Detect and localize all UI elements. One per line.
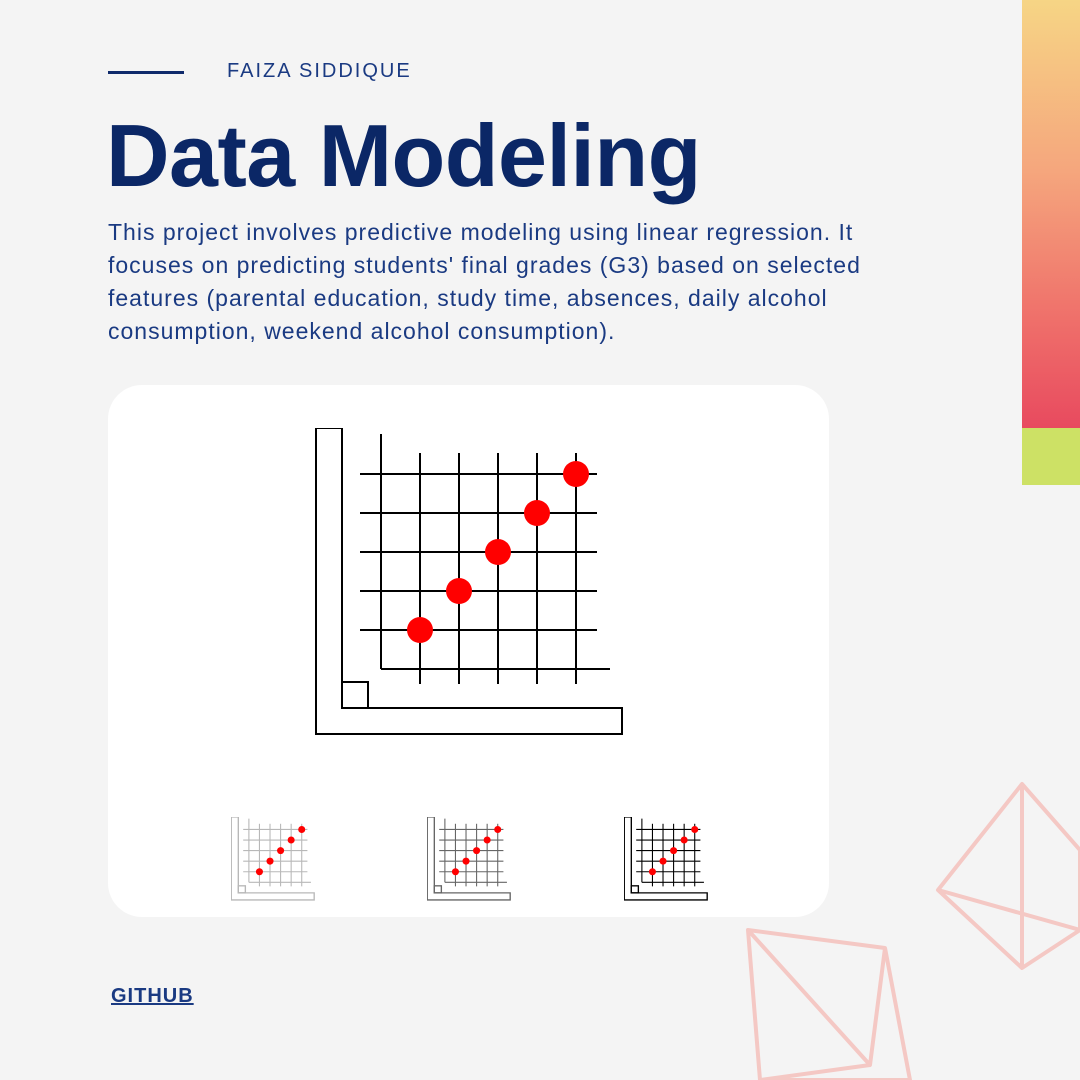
crystal-decoration xyxy=(746,782,1080,1080)
gradient-accent-bar xyxy=(1022,0,1080,428)
scatter-point xyxy=(446,578,472,604)
scatter-point xyxy=(485,539,511,565)
project-description: This project involves predictive modelin… xyxy=(108,219,861,344)
scatter-point xyxy=(407,617,433,643)
lime-accent-block xyxy=(1022,428,1080,485)
author-accent-line xyxy=(108,71,184,74)
scatter-plot-icon-medium xyxy=(427,817,511,901)
github-link[interactable]: GITHUB xyxy=(111,985,194,1007)
page-title: Data Modeling xyxy=(106,106,701,205)
scatter-plot-icon-dark xyxy=(624,817,708,901)
scatter-plot-icon-light xyxy=(231,817,315,901)
scatter-plot-icon xyxy=(315,428,623,735)
scatter-point xyxy=(563,461,589,487)
scatter-point xyxy=(524,500,550,526)
author-name: FAIZA SIDDIQUE xyxy=(227,60,412,82)
